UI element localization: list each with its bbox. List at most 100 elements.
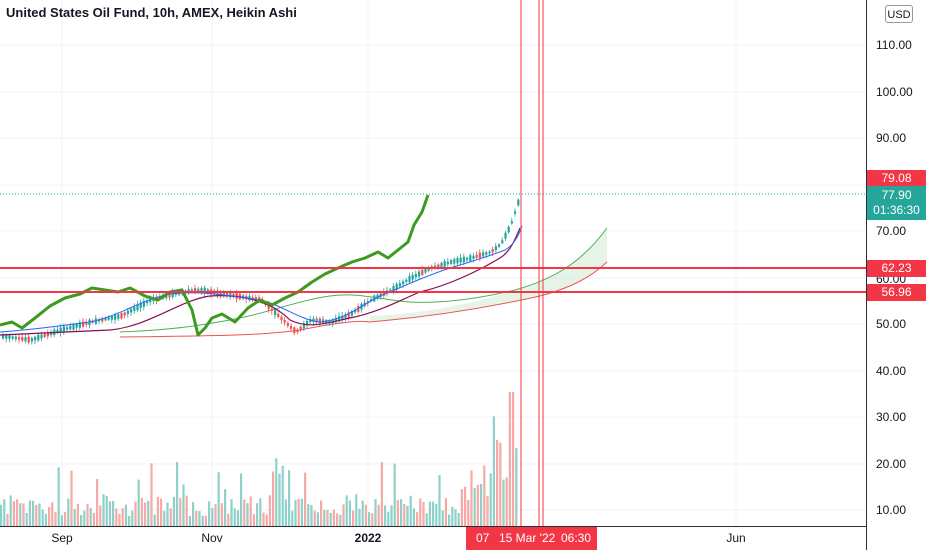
grid-lines — [0, 0, 866, 526]
ichimoku-cloud — [370, 228, 607, 322]
volume-bar — [483, 465, 486, 526]
volume-bar — [128, 515, 131, 526]
volume-bar — [451, 506, 454, 526]
volume-bar — [179, 498, 182, 526]
price-tick: 100.00 — [876, 85, 913, 99]
volume-bar — [422, 501, 425, 526]
candle-body — [149, 298, 152, 303]
time-range-highlight — [466, 527, 597, 550]
volume-bar — [51, 502, 54, 526]
volume-bar — [124, 504, 127, 526]
volume-bar — [329, 512, 332, 526]
volume-bar — [19, 503, 22, 526]
candle-body — [133, 306, 136, 311]
price-tick: 90.00 — [876, 131, 907, 145]
volume-bar — [371, 513, 374, 526]
candle-body — [66, 327, 69, 330]
candle-body — [491, 249, 494, 253]
candle-body — [501, 240, 504, 244]
volume-bar — [396, 500, 399, 526]
volume-bar — [214, 504, 217, 526]
volume-bar — [25, 512, 28, 526]
senkou-span-b — [119, 261, 608, 338]
volume-bar — [304, 472, 307, 526]
candle-body — [11, 336, 14, 339]
volume-bar — [262, 512, 265, 526]
candle-body — [283, 320, 286, 323]
volume-bar — [188, 515, 191, 526]
volume-bar — [246, 503, 249, 526]
candle-body — [130, 308, 133, 313]
candle-body — [232, 293, 235, 298]
candle-body — [475, 254, 478, 258]
candle-body — [462, 256, 465, 263]
candle-body — [434, 265, 437, 269]
volume-bar — [278, 473, 281, 526]
volume-bar — [192, 502, 195, 526]
volume-bar — [230, 499, 233, 526]
candle-body — [418, 271, 421, 277]
volume-bar — [22, 503, 25, 526]
candle-body — [107, 317, 110, 320]
volume-bar — [99, 505, 102, 526]
volume-bar — [275, 458, 278, 526]
candle-body — [389, 289, 392, 292]
volume-bar — [400, 499, 403, 526]
chart-pane[interactable]: United States Oil Fund, 10h, AMEX, Heiki… — [0, 0, 866, 526]
candle-body — [514, 211, 517, 214]
price-axis[interactable] — [866, 0, 932, 550]
volume-bar — [115, 508, 118, 526]
volume-bar — [467, 499, 470, 526]
candle-body — [226, 292, 229, 297]
candle-body — [200, 288, 203, 293]
price-chart[interactable] — [0, 0, 866, 526]
candle-body — [427, 267, 430, 271]
volume-bar — [476, 484, 479, 526]
volume-bar — [92, 512, 95, 526]
volume-bar — [502, 479, 505, 526]
volume-bar — [393, 463, 396, 526]
candle-body — [171, 291, 174, 298]
volume-bar — [201, 515, 204, 526]
candle-body — [34, 336, 37, 341]
price-tick: 20.00 — [876, 457, 907, 471]
candle-body — [59, 327, 62, 333]
volume-bar — [57, 467, 60, 526]
volume-bar — [76, 504, 79, 526]
candle-body — [37, 334, 40, 341]
currency-button[interactable]: USD — [885, 5, 913, 23]
candle-body — [338, 316, 341, 322]
volume-bar — [35, 504, 38, 526]
volume-bar — [284, 499, 287, 526]
volume-bar — [70, 470, 73, 526]
volume-bar — [105, 495, 108, 526]
volume-bar — [16, 499, 19, 526]
candle-body — [69, 325, 72, 330]
candle-body — [46, 332, 49, 337]
candle-body — [517, 199, 520, 206]
volume-bar — [508, 392, 511, 526]
volume-bar — [473, 488, 476, 526]
volume-bar — [505, 477, 508, 526]
price-tick: 70.00 — [876, 224, 907, 238]
volume-bar — [121, 508, 124, 526]
volume-bar — [6, 513, 9, 526]
volume-bar — [281, 465, 284, 526]
chart-title: United States Oil Fund, 10h, AMEX, Heiki… — [6, 5, 297, 20]
volume-bar — [428, 501, 431, 526]
volume-bar — [32, 500, 35, 526]
volume-bar — [406, 505, 409, 526]
volume-bar — [166, 502, 169, 526]
time-axis[interactable] — [0, 526, 866, 550]
volume-bar — [0, 504, 3, 526]
volume-bar — [185, 495, 188, 526]
volume-bar — [182, 484, 185, 526]
volume-bar — [294, 499, 297, 526]
volume-bar — [419, 498, 422, 526]
volume-bar — [512, 392, 515, 526]
volume-bar — [300, 498, 303, 526]
heikin-ashi-candles — [2, 198, 520, 345]
volume-bar — [118, 513, 121, 526]
volume-bar — [137, 479, 140, 526]
candle-body — [405, 279, 408, 282]
